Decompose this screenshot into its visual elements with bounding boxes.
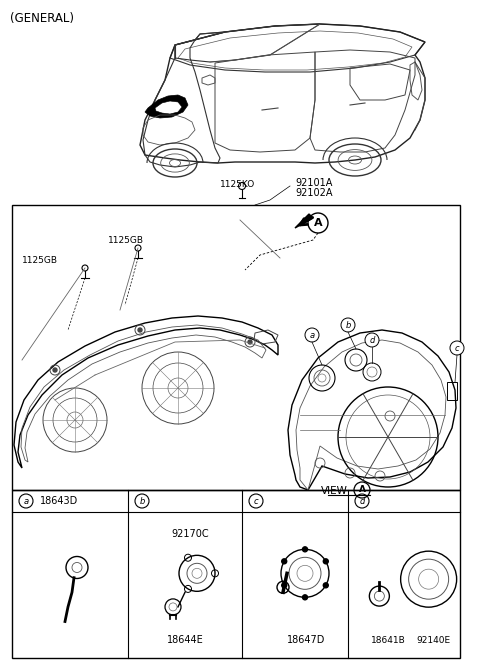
Text: 92102A: 92102A — [295, 188, 333, 198]
Text: 92101A: 92101A — [295, 178, 332, 188]
Circle shape — [53, 368, 57, 372]
Bar — [12, 205, 460, 490]
Circle shape — [341, 318, 355, 332]
Text: b: b — [345, 321, 351, 329]
Text: b: b — [139, 497, 144, 505]
Text: (GENERAL): (GENERAL) — [10, 12, 74, 25]
Circle shape — [282, 559, 287, 564]
Circle shape — [305, 328, 319, 342]
Text: 18644E: 18644E — [167, 635, 204, 645]
Text: a: a — [24, 497, 29, 505]
Text: a: a — [310, 331, 314, 339]
Text: 92140E: 92140E — [417, 636, 451, 645]
Circle shape — [365, 333, 379, 347]
Text: c: c — [254, 497, 258, 505]
Circle shape — [248, 340, 252, 344]
Circle shape — [138, 328, 142, 332]
Circle shape — [324, 559, 328, 564]
Bar — [447, 382, 457, 400]
Circle shape — [282, 583, 287, 588]
Text: 1125GB: 1125GB — [108, 236, 144, 244]
Text: d: d — [369, 335, 375, 345]
Text: 92170C: 92170C — [171, 529, 209, 539]
Text: 1125GB: 1125GB — [22, 256, 58, 264]
Text: A: A — [359, 485, 365, 495]
Circle shape — [324, 583, 328, 588]
Text: 18641B: 18641B — [372, 636, 406, 645]
Polygon shape — [155, 101, 182, 114]
Text: c: c — [455, 343, 459, 353]
Polygon shape — [295, 214, 313, 228]
Text: 18643D: 18643D — [40, 496, 78, 506]
Text: 18647D: 18647D — [287, 635, 325, 645]
Text: A: A — [314, 218, 322, 228]
Circle shape — [450, 341, 464, 355]
Circle shape — [302, 595, 308, 600]
Polygon shape — [145, 95, 188, 118]
Bar — [12, 490, 460, 658]
Circle shape — [302, 547, 308, 552]
Text: 1125KO: 1125KO — [220, 179, 255, 189]
Text: d: d — [360, 497, 365, 505]
Text: VIEW: VIEW — [321, 486, 348, 496]
